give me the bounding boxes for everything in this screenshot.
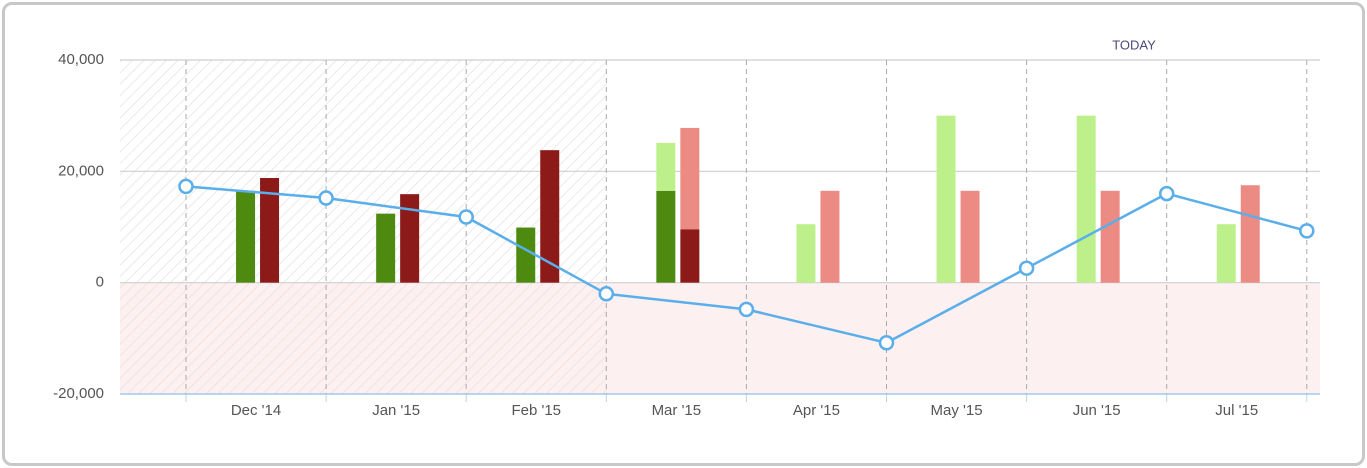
- x-tick-label: Mar '15: [652, 402, 702, 419]
- line-point: [878, 335, 895, 351]
- bar: [960, 190, 980, 283]
- x-tick-label: Jul '15: [1215, 402, 1258, 419]
- bar: [1216, 224, 1236, 283]
- bar: [820, 190, 840, 283]
- x-tick-label: May '15: [931, 402, 983, 419]
- today-label: TODAY: [1112, 37, 1156, 52]
- bar: [680, 229, 700, 283]
- x-tick-label: Jan '15: [372, 402, 420, 419]
- line-point: [1158, 185, 1175, 202]
- line-point: [738, 301, 755, 318]
- line-point: [1299, 223, 1315, 239]
- bar: [540, 150, 560, 283]
- line-point: [598, 286, 615, 302]
- line-point: [1018, 260, 1035, 276]
- bar: [656, 190, 676, 283]
- y-tick-label: 0: [96, 274, 104, 291]
- x-tick-label: Dec '14: [231, 402, 281, 419]
- bar: [1100, 190, 1120, 283]
- line-point: [318, 190, 334, 206]
- line-point: [178, 178, 194, 195]
- bar: [400, 194, 420, 283]
- y-tick-label: 40,000: [58, 51, 104, 68]
- y-tick-label: 20,000: [58, 162, 104, 179]
- bar: [1076, 115, 1096, 283]
- bar: [516, 227, 536, 283]
- bar: [656, 142, 676, 191]
- bar: [376, 213, 396, 283]
- bar: [796, 224, 816, 283]
- bar: [260, 178, 280, 283]
- negative-region: [607, 282, 1320, 394]
- past-negative-region: [120, 282, 607, 394]
- x-tick-label: Jun '15: [1073, 402, 1121, 419]
- line-point: [458, 209, 474, 225]
- bar: [236, 190, 256, 283]
- bar: [936, 115, 956, 283]
- background: [120, 60, 1320, 394]
- bar: [1240, 185, 1260, 283]
- x-tick-label: Feb '15: [511, 402, 561, 419]
- bar: [680, 127, 700, 230]
- y-tick-label: -20,000: [53, 385, 104, 402]
- x-tick-label: Apr '15: [793, 402, 840, 419]
